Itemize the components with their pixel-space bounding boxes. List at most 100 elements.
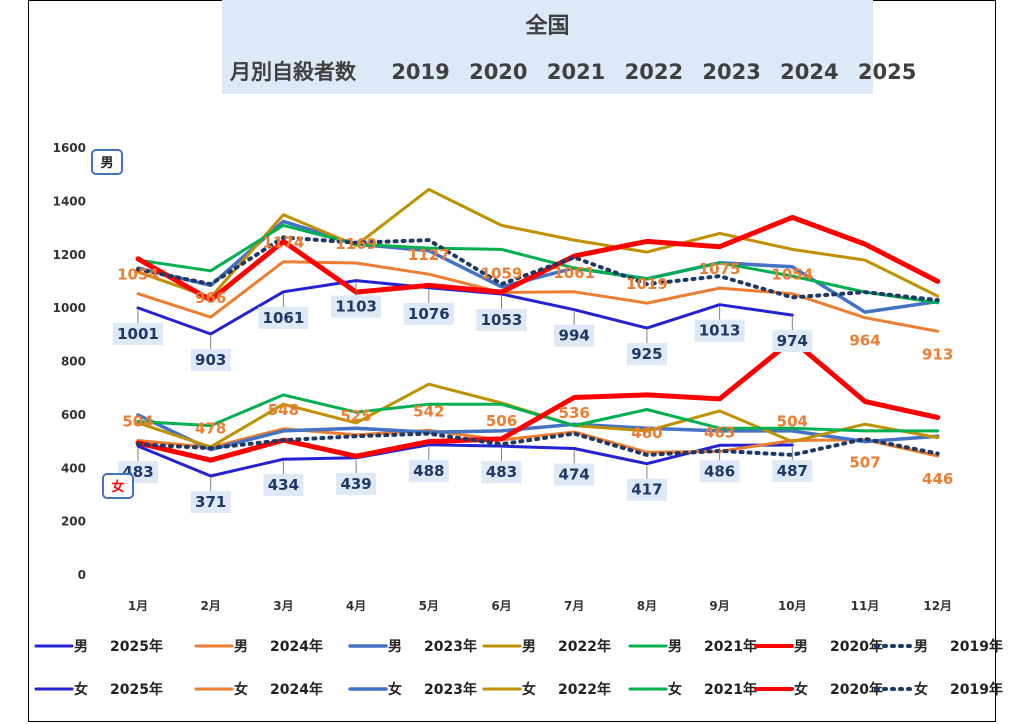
data-label: 488: [413, 462, 444, 480]
data-label-bg: [772, 460, 813, 483]
data-label: 1001: [117, 325, 159, 343]
x-tick-label: 12月: [923, 599, 952, 613]
x-tick-label: 9月: [709, 599, 729, 613]
data-label: 504: [122, 412, 153, 430]
legend-gender: 男: [522, 639, 536, 655]
legend-gender: 女: [388, 681, 402, 698]
gender-badge-label: 男: [100, 156, 113, 171]
y-tick-label: 1600: [53, 141, 86, 155]
subtitle-year-2024: 2024: [780, 60, 839, 84]
data-label: 1054: [117, 266, 159, 284]
legend-gender: 女: [914, 681, 928, 698]
legend-year: 2025年: [110, 681, 163, 698]
data-label: 966: [195, 289, 226, 307]
x-tick-label: 5月: [419, 599, 439, 613]
legend-gender: 男: [794, 639, 808, 655]
x-tick-label: 2月: [201, 599, 221, 613]
data-label: 913: [922, 345, 953, 363]
data-label: 434: [268, 476, 299, 494]
data-label-bg: [481, 461, 522, 484]
data-label: 1075: [699, 260, 741, 278]
data-label: 525: [340, 407, 371, 425]
data-label: 474: [559, 466, 590, 484]
legend-year: 2019年: [950, 681, 1003, 698]
x-tick-label: 8月: [637, 599, 657, 613]
data-label: 964: [849, 332, 880, 350]
data-label-bg: [336, 472, 377, 495]
series-line-11: [136, 393, 940, 433]
data-label: 1013: [699, 322, 741, 340]
data-label-bg: [263, 474, 304, 497]
x-tick-label: 4月: [346, 599, 366, 613]
series-line-7: [136, 443, 794, 478]
data-label: 542: [413, 402, 444, 420]
data-label: 1019: [626, 275, 668, 293]
y-tick-label: 1200: [53, 248, 86, 262]
data-label-bg: [626, 478, 667, 501]
gender-badge-label: 女: [111, 479, 124, 495]
legend-year: 2024年: [270, 681, 323, 698]
data-label: 1059: [481, 264, 523, 282]
y-tick-label: 400: [61, 461, 86, 475]
legend-gender: 男: [234, 639, 248, 655]
data-label: 1061: [553, 264, 595, 282]
data-label: 1076: [408, 305, 450, 323]
data-label-bg: [331, 295, 382, 318]
series-line-2: [136, 219, 940, 314]
y-tick-label: 0: [78, 568, 86, 582]
data-label: 463: [704, 423, 735, 441]
data-label: 1053: [481, 311, 523, 329]
chart-title: 全国: [525, 14, 570, 39]
data-label-bg: [113, 322, 163, 345]
data-label: 548: [268, 401, 299, 419]
data-label-bg: [476, 308, 527, 331]
legend-gender: 男: [74, 639, 88, 655]
legend-year: 2024年: [270, 638, 323, 655]
series-line-9: [136, 413, 940, 452]
data-label: 446: [922, 470, 953, 488]
data-label: 487: [777, 462, 808, 480]
data-label: 1169: [335, 235, 377, 253]
legend-gender: 女: [74, 681, 88, 698]
gender-badge-box: [102, 473, 134, 499]
legend-year: 2020年: [830, 681, 883, 698]
subtitle-year-2019: 2019: [391, 60, 450, 84]
data-label-bg: [258, 306, 309, 329]
subtitle-year-2020: 2020: [469, 60, 528, 84]
subtitle-year-2021: 2021: [546, 60, 606, 84]
gender-badge-box: [91, 149, 123, 175]
series-line-6: [136, 235, 940, 303]
x-tick-label: 6月: [491, 599, 511, 613]
data-label-bg: [408, 459, 449, 482]
legend-year: 2023年: [424, 681, 477, 698]
legend-year: 2020年: [830, 638, 883, 655]
data-label-bg: [699, 460, 740, 483]
data-label: 478: [195, 419, 226, 437]
subtitle-year-2022: 2022: [624, 60, 684, 84]
data-label: 506: [486, 412, 517, 430]
title-box: 全国 月別自殺者数 2019 2020 2021 2022 2023 2024 …: [222, 0, 916, 94]
legend-gender: 女: [234, 681, 248, 698]
legend-year: 2022年: [558, 681, 611, 698]
data-label-bg: [694, 319, 745, 342]
series-line-5: [135, 214, 941, 303]
legend-gender: 女: [522, 681, 536, 698]
legend-gender: 男: [914, 639, 928, 655]
legend-year: 2025年: [110, 638, 163, 655]
data-label: 460: [631, 424, 662, 442]
series-line-13: [136, 431, 940, 457]
data-label: 536: [559, 404, 590, 422]
data-label: 925: [631, 345, 662, 363]
data-label-bg: [190, 349, 231, 372]
legend-year: 2022年: [558, 638, 611, 655]
data-label-bg: [626, 343, 667, 366]
chart-subtitle: 月別自殺者数 2019 2020 2021 2022 2023 2024 202…: [230, 56, 928, 86]
y-tick-label: 200: [61, 515, 86, 529]
data-label-bg: [190, 490, 231, 513]
data-label: 439: [340, 475, 371, 493]
legend-year: 2021年: [704, 638, 757, 655]
legend-gender: 女: [794, 681, 808, 698]
legend-year: 2023年: [424, 638, 477, 655]
y-tick-label: 800: [61, 355, 86, 369]
data-label: 483: [486, 463, 517, 481]
